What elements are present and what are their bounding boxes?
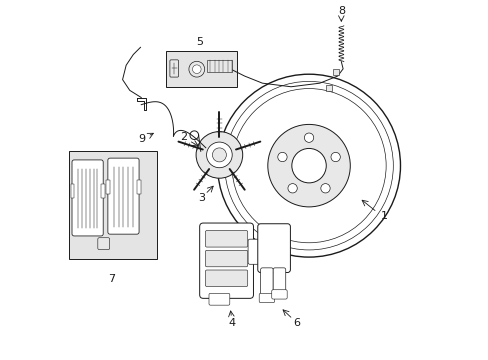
Bar — [325, 85, 331, 91]
FancyBboxPatch shape — [247, 239, 260, 264]
Circle shape — [330, 152, 340, 162]
Text: 8: 8 — [337, 6, 344, 17]
Text: 9: 9 — [139, 134, 145, 144]
Circle shape — [277, 152, 286, 162]
FancyBboxPatch shape — [169, 60, 178, 77]
FancyBboxPatch shape — [199, 223, 253, 298]
FancyBboxPatch shape — [205, 230, 247, 247]
Circle shape — [196, 132, 242, 178]
Bar — [165, 51, 237, 87]
FancyBboxPatch shape — [205, 270, 247, 287]
FancyBboxPatch shape — [208, 293, 229, 305]
Bar — [106, 180, 110, 194]
Circle shape — [291, 148, 325, 183]
FancyBboxPatch shape — [271, 290, 286, 299]
Circle shape — [217, 74, 400, 257]
Text: 3: 3 — [198, 193, 204, 203]
Bar — [101, 184, 104, 198]
FancyBboxPatch shape — [259, 293, 274, 303]
Bar — [69, 151, 156, 259]
Circle shape — [320, 184, 329, 193]
Bar — [70, 184, 74, 198]
Text: 7: 7 — [108, 274, 115, 284]
Bar — [332, 69, 338, 75]
Circle shape — [304, 133, 313, 142]
Circle shape — [267, 125, 349, 207]
Circle shape — [212, 148, 226, 162]
FancyBboxPatch shape — [72, 160, 103, 236]
FancyBboxPatch shape — [257, 224, 290, 273]
FancyBboxPatch shape — [98, 238, 109, 249]
Text: 2: 2 — [180, 132, 187, 142]
Text: 1: 1 — [380, 211, 387, 221]
Text: 4: 4 — [228, 319, 235, 328]
Circle shape — [188, 61, 204, 77]
Bar — [206, 59, 231, 72]
Circle shape — [287, 184, 297, 193]
Bar — [137, 180, 140, 194]
FancyBboxPatch shape — [205, 250, 247, 267]
Text: 6: 6 — [292, 319, 299, 328]
FancyBboxPatch shape — [273, 268, 285, 295]
Circle shape — [192, 65, 201, 73]
Circle shape — [206, 142, 232, 168]
FancyBboxPatch shape — [260, 268, 273, 298]
FancyBboxPatch shape — [108, 158, 139, 234]
Text: 5: 5 — [196, 37, 203, 47]
